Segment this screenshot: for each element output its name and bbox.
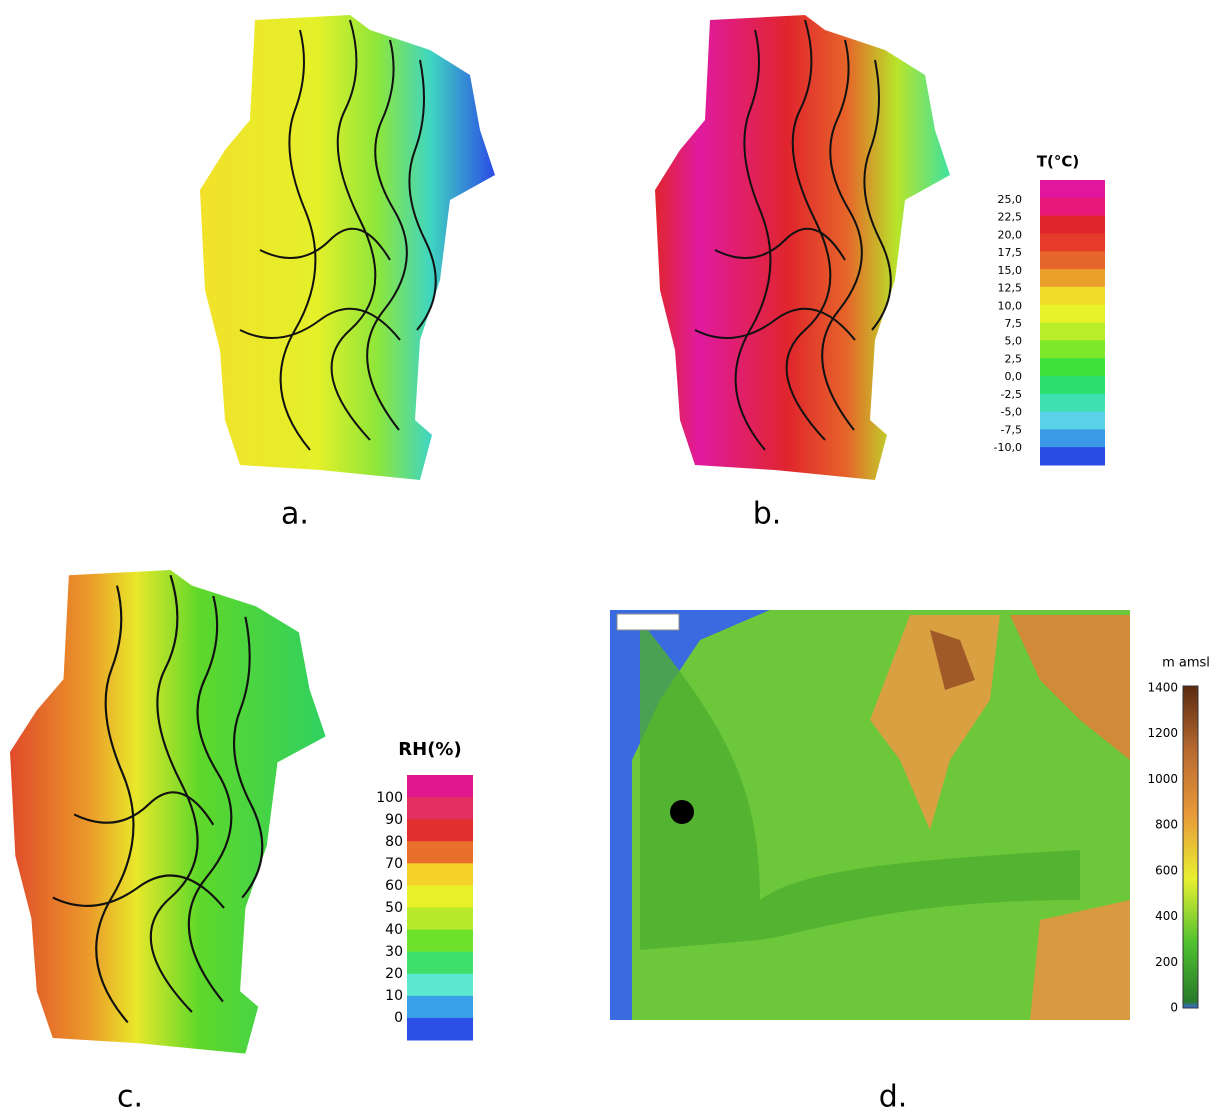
colorbar-segment <box>407 863 473 886</box>
colorbar-tick-label: 80 <box>385 834 403 850</box>
colorbar-tick-label: 0 <box>1170 1001 1178 1015</box>
colorbar-tick-label: 25,0 <box>998 193 1023 206</box>
colorbar-segment <box>1040 287 1105 305</box>
colorbar-tick-label: -7,5 <box>1001 423 1022 436</box>
colorbar-segment <box>1040 269 1105 287</box>
colorbar-tick-label: 90 <box>385 812 403 828</box>
map-c <box>10 570 326 1054</box>
colorbar-tick-label: 0,0 <box>1005 370 1023 383</box>
colorbar-segment <box>1040 394 1105 412</box>
elevation-colorbar <box>1183 686 1198 1008</box>
colorbar-tick-label: 200 <box>1155 955 1178 969</box>
colorbar-segment <box>407 797 473 820</box>
colorbar-tick-label: 15,0 <box>998 264 1023 277</box>
map-d <box>610 610 1130 1020</box>
colorbar-segment <box>407 996 473 1019</box>
colorbar-segment <box>1040 180 1105 198</box>
colorbar-segment <box>1040 358 1105 376</box>
colorbar-tick-label: 1000 <box>1147 772 1178 786</box>
colorbar-segment <box>1040 412 1105 430</box>
colorbar-tick-label: 17,5 <box>998 246 1023 259</box>
colorbar-tick-label: -2,5 <box>1001 388 1022 401</box>
colorbar-tick-label: 40 <box>385 922 403 938</box>
colorbar-tick-label: 20,0 <box>998 228 1023 241</box>
colorbar-segment <box>407 819 473 842</box>
colorbar-tick-label: 100 <box>376 790 403 806</box>
colorbar-tick-label: 50 <box>385 900 403 916</box>
colorbar-segment <box>1040 198 1105 216</box>
colorbar-segment <box>1040 251 1105 269</box>
legend-title: m amsl <box>1162 656 1210 671</box>
colorbar-segment <box>407 885 473 908</box>
colorbar-tick-label: 800 <box>1155 818 1178 832</box>
colorbar-tick-label: 1400 <box>1147 681 1178 695</box>
colorbar-segment <box>1040 340 1105 358</box>
colorbar-tick-label: -5,0 <box>1001 406 1022 419</box>
panel-label: b. <box>753 497 782 532</box>
colorbar-segment <box>407 1018 473 1041</box>
colorbar-tick-label: -10,0 <box>994 441 1022 454</box>
colorbar-tick-label: 5,0 <box>1005 335 1023 348</box>
colorbar-tick-label: 2,5 <box>1005 352 1023 365</box>
colorbar-segment <box>407 952 473 975</box>
colorbar-tick-label: 10 <box>385 988 403 1004</box>
colorbar-tick-label: 30 <box>385 944 403 960</box>
colorbar-segment <box>1040 447 1105 465</box>
colorbar-segment <box>1040 429 1105 447</box>
colorbar-tick-label: 22,5 <box>998 211 1023 224</box>
colorbar-tick-label: 70 <box>385 856 403 872</box>
colorbar-segment <box>407 775 473 798</box>
colorbar-segment <box>1040 305 1105 323</box>
legend-title: RH(%) <box>398 739 461 760</box>
colorbar-tick-label: 1200 <box>1147 726 1178 740</box>
colorbar-segment <box>407 930 473 953</box>
legend-title: T(°C) <box>1037 153 1079 171</box>
panel-label: d. <box>879 1080 908 1112</box>
colorbar-segment <box>1040 323 1105 341</box>
colorbar-segment <box>1040 376 1105 394</box>
colorbar-segment <box>407 974 473 997</box>
panel-label: c. <box>117 1080 143 1112</box>
colorbar-tick-label: 400 <box>1155 909 1178 923</box>
colorbar-segment <box>1040 233 1105 251</box>
panel-label: a. <box>281 497 309 532</box>
colorbar-segment <box>1040 216 1105 234</box>
colorbar-tick-label: 0 <box>394 1010 403 1026</box>
colorbar-tick-label: 20 <box>385 966 403 982</box>
colorbar-segment <box>407 908 473 931</box>
map-a <box>200 15 495 480</box>
figure: a. b. c. d. T(°C) RH(%) m amsl 25,0 22,5 2… <box>0 0 1222 1112</box>
colorbar-segment <box>407 841 473 864</box>
map-b <box>655 15 950 480</box>
colorbar-tick-label: 10,0 <box>998 299 1023 312</box>
colorbar-tick-label: 7,5 <box>1005 317 1023 330</box>
colorbar-tick-label: 60 <box>385 878 403 894</box>
colorbar-tick-label: 12,5 <box>998 282 1023 295</box>
colorbar-tick-label: 600 <box>1155 863 1178 877</box>
